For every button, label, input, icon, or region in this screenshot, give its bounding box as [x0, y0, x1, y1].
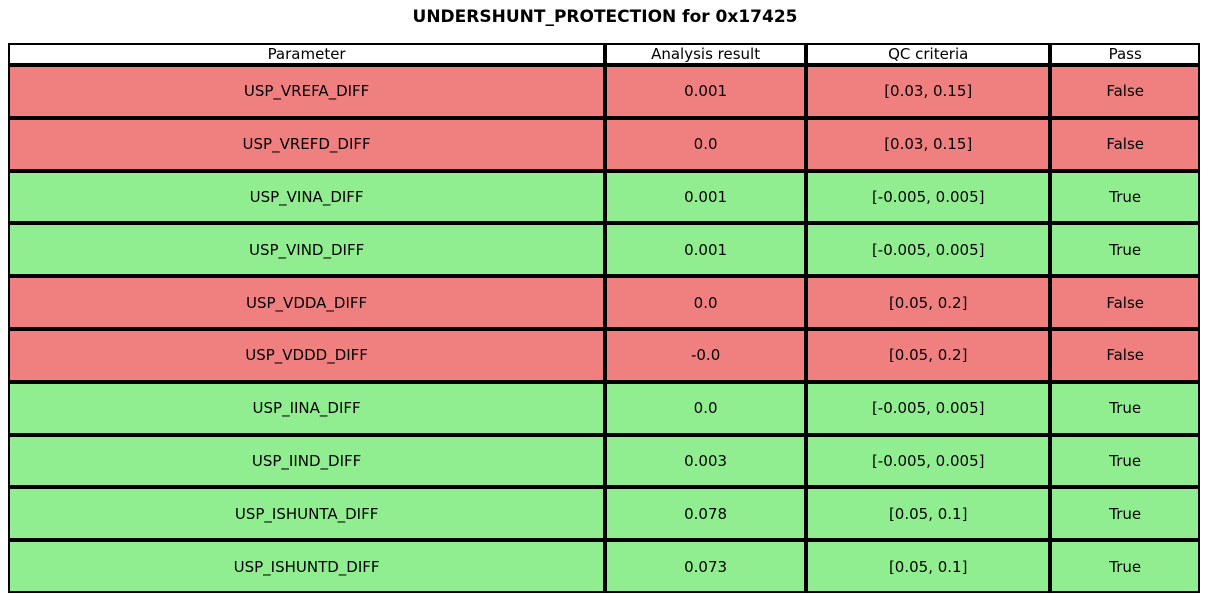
cell-pass: True	[1050, 381, 1200, 435]
cell-parameter: USP_ISHUNTA_DIFF	[8, 487, 606, 541]
table-row: USP_IIND_DIFF 0.003 [-0.005, 0.005] True	[8, 434, 1200, 488]
cell-parameter: USP_VREFA_DIFF	[8, 65, 606, 118]
table-row: USP_VREFD_DIFF 0.0 [0.03, 0.15] False	[8, 117, 1200, 171]
cell-analysis-result: 0.078	[605, 487, 807, 541]
cell-analysis-result: 0.001	[605, 65, 807, 118]
cell-qc-criteria: [0.05, 0.1]	[806, 540, 1051, 593]
qc-results-table: Parameter Analysis result QC criteria Pa…	[8, 43, 1200, 593]
cell-pass: False	[1050, 117, 1200, 171]
column-header-parameter: Parameter	[8, 43, 606, 65]
column-header-analysis-result: Analysis result	[605, 43, 807, 65]
cell-pass: True	[1050, 170, 1200, 224]
table-row: USP_IINA_DIFF 0.0 [-0.005, 0.005] True	[8, 381, 1200, 435]
cell-qc-criteria: [0.03, 0.15]	[806, 117, 1051, 171]
cell-parameter: USP_VINA_DIFF	[8, 170, 606, 224]
cell-qc-criteria: [0.03, 0.15]	[806, 65, 1051, 118]
cell-parameter: USP_ISHUNTD_DIFF	[8, 540, 606, 593]
table-row: USP_VINA_DIFF 0.001 [-0.005, 0.005] True	[8, 170, 1200, 224]
cell-qc-criteria: [0.05, 0.2]	[806, 328, 1051, 382]
cell-qc-criteria: [-0.005, 0.005]	[806, 223, 1051, 277]
cell-pass: False	[1050, 328, 1200, 382]
cell-pass: True	[1050, 487, 1200, 541]
cell-analysis-result: 0.001	[605, 170, 807, 224]
cell-analysis-result: 0.0	[605, 381, 807, 435]
table-row: USP_VREFA_DIFF 0.001 [0.03, 0.15] False	[8, 65, 1200, 118]
cell-analysis-result: 0.0	[605, 276, 807, 329]
table-row: USP_VDDD_DIFF -0.0 [0.05, 0.2] False	[8, 328, 1200, 382]
cell-qc-criteria: [0.05, 0.1]	[806, 487, 1051, 541]
page-title: UNDERSHUNT_PROTECTION for 0x17425	[412, 7, 798, 27]
cell-qc-criteria: [0.05, 0.2]	[806, 276, 1051, 329]
cell-pass: True	[1050, 434, 1200, 488]
table-row: USP_VDDA_DIFF 0.0 [0.05, 0.2] False	[8, 276, 1200, 329]
table-header-row: Parameter Analysis result QC criteria Pa…	[8, 43, 1200, 65]
cell-analysis-result: 0.003	[605, 434, 807, 488]
cell-pass: False	[1050, 276, 1200, 329]
cell-parameter: USP_VREFD_DIFF	[8, 117, 606, 171]
cell-parameter: USP_VDDD_DIFF	[8, 328, 606, 382]
cell-analysis-result: -0.0	[605, 328, 807, 382]
cell-analysis-result: 0.0	[605, 117, 807, 171]
cell-analysis-result: 0.073	[605, 540, 807, 593]
table-row: USP_VIND_DIFF 0.001 [-0.005, 0.005] True	[8, 223, 1200, 277]
column-header-qc-criteria: QC criteria	[806, 43, 1051, 65]
table-row: USP_ISHUNTD_DIFF 0.073 [0.05, 0.1] True	[8, 540, 1200, 593]
cell-parameter: USP_VDDA_DIFF	[8, 276, 606, 329]
cell-parameter: USP_IIND_DIFF	[8, 434, 606, 488]
cell-qc-criteria: [-0.005, 0.005]	[806, 434, 1051, 488]
cell-parameter: USP_VIND_DIFF	[8, 223, 606, 277]
column-header-pass: Pass	[1050, 43, 1200, 65]
cell-parameter: USP_IINA_DIFF	[8, 381, 606, 435]
cell-pass: False	[1050, 65, 1200, 118]
cell-qc-criteria: [-0.005, 0.005]	[806, 170, 1051, 224]
table-row: USP_ISHUNTA_DIFF 0.078 [0.05, 0.1] True	[8, 487, 1200, 541]
cell-pass: True	[1050, 540, 1200, 593]
cell-qc-criteria: [-0.005, 0.005]	[806, 381, 1051, 435]
cell-analysis-result: 0.001	[605, 223, 807, 277]
cell-pass: True	[1050, 223, 1200, 277]
